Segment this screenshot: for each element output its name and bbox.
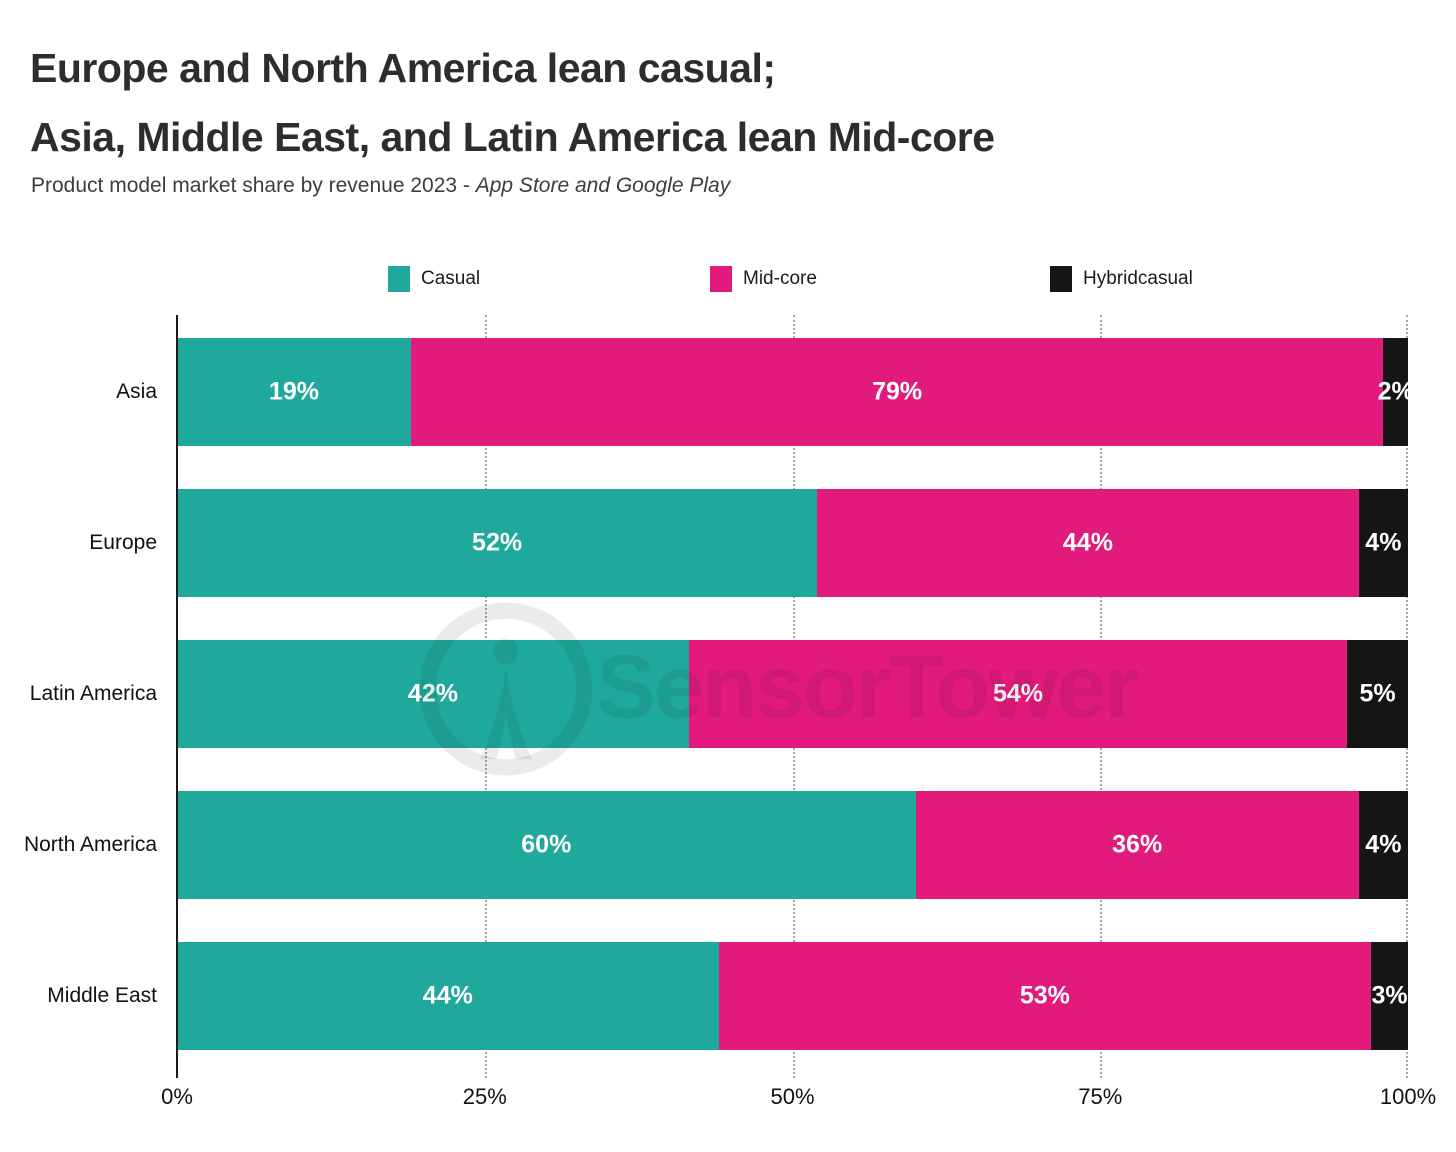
x-tick-label-75: 75% bbox=[1078, 1084, 1123, 1109]
bar-segment-asia-hybridcasual: 2% bbox=[1378, 338, 1408, 446]
bar-value-label-north-america-mid-core: 36% bbox=[1112, 830, 1163, 859]
bar-segment-middle-east-hybridcasual: 3% bbox=[1371, 942, 1408, 1050]
bar-value-label-europe-casual: 52% bbox=[472, 528, 523, 557]
legend-label-casual: Casual bbox=[421, 268, 481, 289]
x-tick-label-50: 50% bbox=[770, 1084, 815, 1109]
x-tick-label-25: 25% bbox=[462, 1084, 507, 1109]
chart-title-line-1: Europe and North America lean casual; bbox=[30, 45, 776, 91]
bar-row-asia: 19% 79% 2% bbox=[177, 338, 1408, 446]
bar-row-north-america: 60% 36% 4% bbox=[177, 791, 1408, 899]
x-tick-label-100: 100% bbox=[1379, 1084, 1437, 1109]
bar-segment-asia-casual: 19% bbox=[177, 338, 411, 446]
category-label-europe: Europe bbox=[89, 531, 157, 554]
bar-value-label-europe-mid-core: 44% bbox=[1062, 528, 1113, 557]
bar-segment-asia-mid-core: 79% bbox=[410, 338, 1384, 446]
category-axis-labels: Asia Europe Latin America North America Midd… bbox=[0, 315, 157, 1078]
bar-segment-north-america-casual: 60% bbox=[177, 791, 916, 899]
bar-segment-latin-america-casual: 42% bbox=[177, 640, 689, 748]
bar-value-label-asia-mid-core: 79% bbox=[872, 377, 923, 406]
bar-value-label-latin-america-casual: 42% bbox=[407, 679, 458, 708]
legend-label-mid-core: Mid-core bbox=[743, 268, 817, 289]
category-label-latin-america: Latin America bbox=[29, 682, 157, 705]
bar-segment-europe-casual: 52% bbox=[177, 489, 818, 597]
bar-segment-middle-east-mid-core: 53% bbox=[718, 942, 1372, 1050]
bar-segment-europe-mid-core: 44% bbox=[817, 489, 1359, 597]
legend-item-mid-core: Mid-core bbox=[710, 263, 817, 295]
category-label-asia: Asia bbox=[116, 380, 157, 403]
bar-value-label-middle-east-casual: 44% bbox=[422, 981, 473, 1010]
bar-row-europe: 52% 44% 4% bbox=[177, 489, 1408, 597]
category-label-north-america: North America bbox=[23, 833, 157, 856]
chart-title: Europe and North America lean casual; As… bbox=[30, 34, 995, 172]
plot-area: 19% 79% 2% 52% 44% 4% 42% 54% 5% 60% 36% 4% 44% 53% 3% bbox=[177, 315, 1408, 1078]
bar-value-label-middle-east-mid-core: 53% bbox=[1019, 981, 1070, 1010]
legend-label-hybridcasual: Hybridcasual bbox=[1083, 268, 1193, 289]
bar-value-label-north-america-casual: 60% bbox=[521, 830, 572, 859]
chart-subtitle: Product model market share by revenue 20… bbox=[31, 174, 730, 198]
bar-value-label-latin-america-mid-core: 54% bbox=[992, 679, 1044, 708]
bar-segment-europe-hybridcasual: 4% bbox=[1358, 489, 1408, 597]
y-axis-line bbox=[176, 315, 178, 1078]
bar-segment-latin-america-mid-core: 54% bbox=[688, 640, 1348, 748]
bar-value-label-asia-casual: 19% bbox=[268, 377, 319, 406]
legend-item-hybridcasual: Hybridcasual bbox=[1050, 263, 1193, 295]
bar-value-label-asia-hybridcasual: 2% bbox=[1377, 377, 1408, 406]
chart-subtitle-prefix: Product model market share by revenue 20… bbox=[31, 174, 476, 197]
bar-segment-north-america-mid-core: 36% bbox=[915, 791, 1359, 899]
legend-swatch-mid-core bbox=[710, 266, 732, 292]
bar-value-label-europe-hybridcasual: 4% bbox=[1365, 528, 1402, 557]
legend-swatch-casual bbox=[388, 266, 410, 292]
legend-swatch-hybridcasual bbox=[1050, 266, 1072, 292]
category-label-middle-east: Middle East bbox=[47, 984, 157, 1007]
bar-segment-north-america-hybridcasual: 4% bbox=[1358, 791, 1408, 899]
bar-segment-middle-east-casual: 44% bbox=[177, 942, 719, 1050]
bar-row-latin-america: 42% 54% 5% bbox=[177, 640, 1408, 748]
legend-item-casual: Casual bbox=[388, 263, 480, 295]
x-tick-label-0: 0% bbox=[161, 1084, 193, 1109]
bar-segment-latin-america-hybridcasual: 5% bbox=[1347, 640, 1408, 748]
bar-value-label-latin-america-hybridcasual: 5% bbox=[1359, 679, 1396, 708]
legend: Casual Mid-core Hybridcasual bbox=[0, 263, 1456, 295]
bar-value-label-middle-east-hybridcasual: 3% bbox=[1371, 981, 1408, 1010]
x-axis-tick-labels: 0% 25% 50% 75% 100% bbox=[0, 1084, 1456, 1114]
bar-row-middle-east: 44% 53% 3% bbox=[177, 942, 1408, 1050]
chart-subtitle-source: App Store and Google Play bbox=[475, 174, 731, 197]
chart-title-line-2: Asia, Middle East, and Latin America lea… bbox=[30, 114, 995, 160]
bar-value-label-north-america-hybridcasual: 4% bbox=[1365, 830, 1402, 859]
